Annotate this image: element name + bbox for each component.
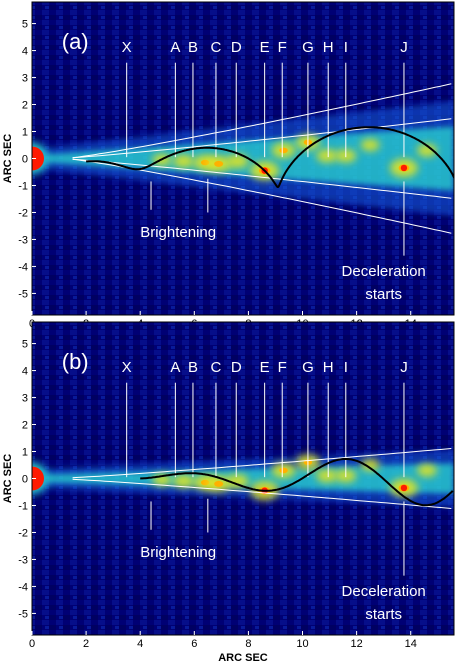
y-tick-label: 4 [22, 46, 28, 58]
y-tick-label: 5 [22, 339, 28, 351]
y-tick-label: 4 [22, 366, 28, 378]
panel-a: X A B C D E F G H I J Brightening Deceleration starts… [2, 1, 455, 330]
x-axis-label: ARC SEC [218, 652, 268, 664]
knot-label: A [170, 39, 180, 56]
model-trajectory [85, 126, 454, 188]
envelope-line [72, 478, 452, 509]
x-tick-label: 12 [350, 638, 362, 650]
knot-emission [416, 143, 437, 157]
y-tick-label: 3 [22, 393, 28, 405]
y-tick-label: 3 [22, 73, 28, 85]
y-tick-label: 2 [22, 420, 28, 432]
deceleration-label-line2: starts [365, 606, 402, 623]
knot-label: C [211, 359, 222, 376]
panel-label: (a) [62, 29, 89, 54]
x-tick-label: 4 [137, 638, 143, 650]
y-tick-label: 0 [22, 474, 28, 486]
knot-label: E [260, 39, 270, 56]
knot-label: J [400, 359, 408, 376]
envelope-line [72, 118, 452, 159]
panel-b: X A B C D E F G H I J Brightening Deceleration starts… [2, 321, 455, 664]
x-tick-label: 6 [191, 638, 197, 650]
knot-label: I [344, 39, 348, 56]
knot-label: X [122, 359, 132, 376]
y-tick-label: -3 [18, 554, 28, 566]
y-axis-label: ARC SEC [2, 454, 14, 504]
y-tick-label: -4 [18, 581, 28, 593]
knot-label: G [302, 39, 314, 56]
knot-label: C [211, 39, 222, 56]
deceleration-label: Deceleration [342, 263, 426, 280]
envelope-line [72, 83, 452, 159]
y-tick-label: -2 [18, 207, 28, 219]
y-tick-label: -5 [18, 608, 28, 620]
x-tick-label: 8 [245, 638, 251, 650]
knot-emission [416, 463, 437, 477]
plot-area: X A B C D E F G H I J Brightening Deceleration starts [32, 322, 454, 635]
y-tick-label: 0 [22, 154, 28, 166]
x-tick-label: 2 [83, 638, 89, 650]
knot-label: X [122, 39, 132, 56]
envelope-line [72, 448, 452, 479]
knot-label: I [344, 359, 348, 376]
knot-label: F [278, 359, 287, 376]
y-tick-label: 1 [22, 127, 28, 139]
y-tick-label: -1 [18, 180, 28, 192]
deceleration-label-line2: starts [365, 286, 402, 303]
knot-emission [360, 138, 380, 152]
knot-label: F [278, 39, 287, 56]
x-tick-label: 10 [296, 638, 308, 650]
knot-max [400, 484, 408, 492]
knot-emission [172, 474, 194, 489]
knot-label: H [323, 39, 334, 56]
knot-emission [360, 458, 380, 472]
nucleus [32, 146, 44, 171]
knot-label: J [400, 39, 408, 56]
knot-emission [316, 468, 338, 483]
y-tick-label: -1 [18, 500, 28, 512]
knot-label: H [323, 359, 334, 376]
knot-label: E [260, 359, 270, 376]
brightening-label: Brightening [140, 224, 216, 241]
y-tick-label: 2 [22, 100, 28, 112]
y-tick-label: -2 [18, 527, 28, 539]
knot-label: D [231, 39, 242, 56]
y-tick-label: -4 [18, 261, 28, 273]
envelope-line [72, 158, 452, 199]
y-tick-label: 1 [22, 447, 28, 459]
panel-label: (b) [62, 349, 89, 374]
model-trajectory [140, 458, 454, 507]
x-tick-label: 0 [29, 638, 35, 650]
y-tick-label: 5 [22, 19, 28, 31]
knot-label: D [231, 359, 242, 376]
deceleration-label: Deceleration [342, 583, 426, 600]
knot-emission [316, 148, 338, 163]
nucleus [32, 466, 44, 491]
knot-emission [226, 473, 249, 489]
knot-emission [172, 154, 194, 169]
knot-peak [279, 467, 288, 474]
y-axis-label: ARC SEC [2, 134, 14, 184]
x-tick-label: 14 [405, 638, 417, 650]
knot-emission [226, 153, 249, 169]
knot-peak [214, 160, 224, 167]
knot-label: G [302, 359, 314, 376]
knot-peak [279, 147, 288, 154]
knot-max [400, 164, 408, 172]
knot-label: B [188, 359, 198, 376]
plot-area: X A B C D E F G H I J Brightening Deceleration starts [32, 2, 454, 315]
knot-label: B [188, 39, 198, 56]
brightening-label: Brightening [140, 544, 216, 561]
y-tick-label: -5 [18, 288, 28, 300]
knot-peak [214, 480, 224, 487]
y-tick-label: -3 [18, 234, 28, 246]
knot-label: A [170, 359, 180, 376]
